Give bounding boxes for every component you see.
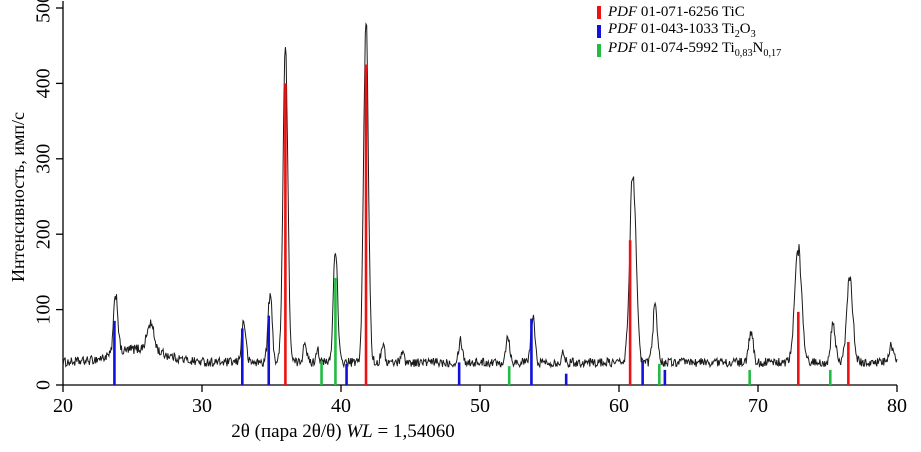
legend-item-tic: PDF 01-071-6256 TiC (597, 3, 781, 22)
legend-swatch-tic (597, 6, 601, 19)
y-tick-label: 100 (33, 295, 55, 325)
y-tick-label: 0 (33, 380, 55, 390)
legend-item-ti083n017: PDF 01-074-5992 Ti0,83N0,17 (597, 41, 781, 60)
y-tick-label: 200 (33, 219, 55, 249)
x-axis-title-wl: WL (346, 421, 373, 442)
y-tick-label: 500 (33, 0, 55, 23)
x-tick-label: 60 (609, 395, 629, 417)
y-axis-title: Интенсивность, имп/с (8, 47, 30, 347)
x-axis-title-post: = 1,54060 (372, 421, 455, 442)
x-tick-label: 50 (470, 395, 490, 417)
y-axis-title-text: Интенсивность, имп/с (8, 111, 28, 283)
legend-label-ti2o3: PDF 01-043-1033 Ti2O3 (608, 21, 756, 41)
legend-swatch-ti2o3 (597, 25, 601, 38)
x-axis-title: 2θ (пара 2θ/θ) WL = 1,54060 (63, 421, 623, 443)
x-tick-label: 20 (53, 395, 73, 417)
legend-label-ti083n017: PDF 01-074-5992 Ti0,83N0,17 (608, 40, 782, 60)
y-tick-label: 400 (33, 68, 55, 98)
x-tick-label: 40 (331, 395, 351, 417)
x-tick-label: 30 (192, 395, 212, 417)
y-tick-label: 300 (33, 144, 55, 174)
x-tick-label: 70 (748, 395, 768, 417)
legend-swatch-ti083n017 (597, 44, 601, 57)
legend: PDF 01-071-6256 TiC PDF 01-043-1033 Ti2O3… (597, 3, 781, 60)
x-axis-title-pre: 2θ (пара 2θ/θ) (231, 421, 347, 442)
x-tick-label: 80 (887, 395, 907, 417)
legend-label-tic: PDF 01-071-6256 TiC (608, 4, 745, 20)
legend-item-ti2o3: PDF 01-043-1033 Ti2O3 (597, 22, 781, 41)
diffraction-pattern-line (62, 22, 898, 369)
